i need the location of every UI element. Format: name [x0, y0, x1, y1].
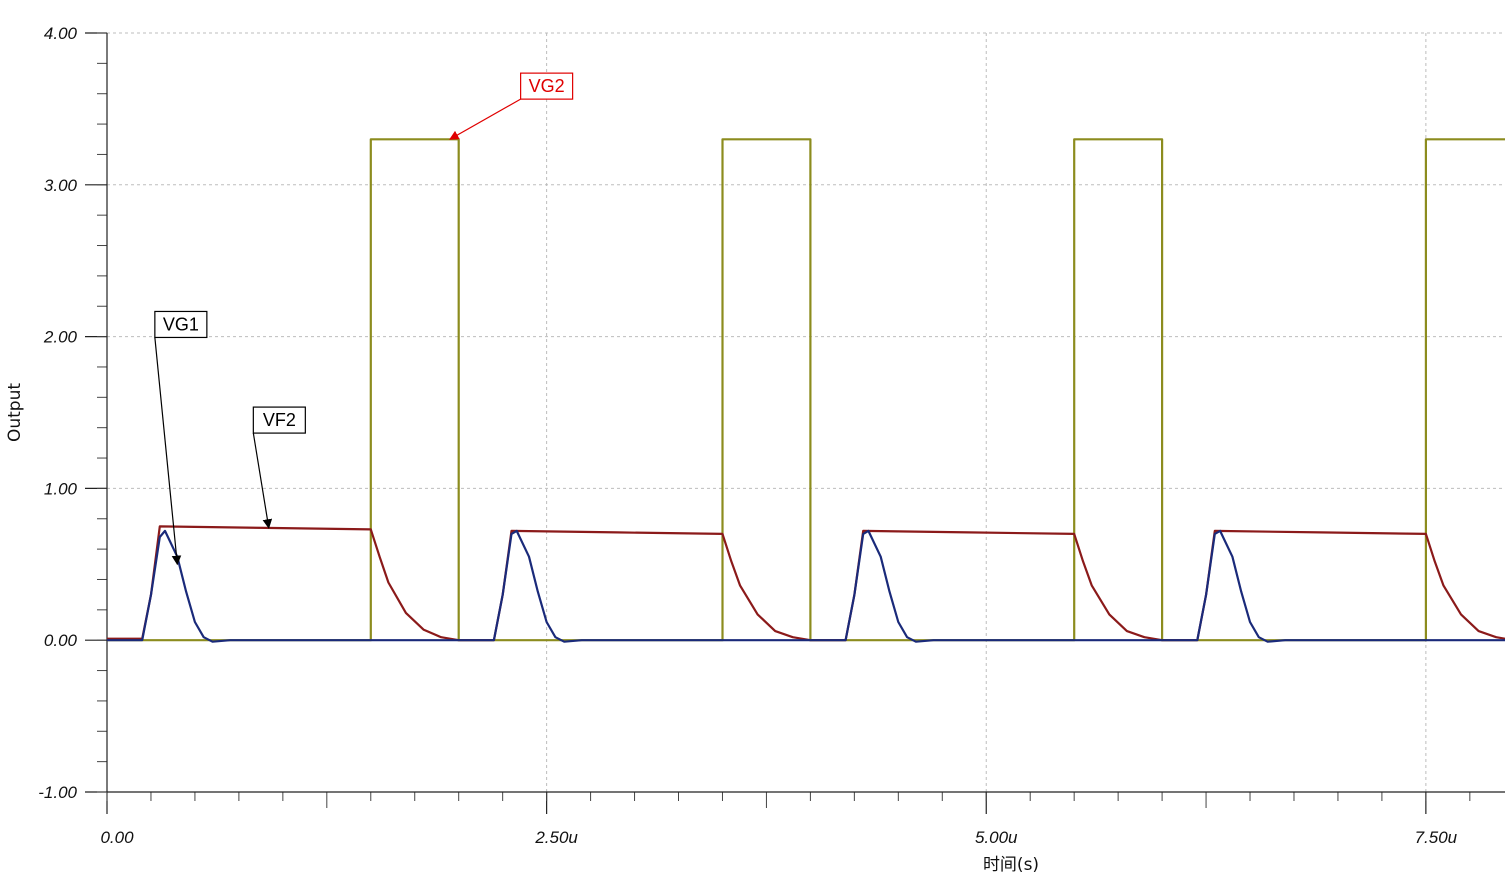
callout-label: VG1 [163, 314, 199, 334]
callout-box [520, 72, 574, 100]
axes: 4.00 3.00 2.00 1.00 0.00 -1.00 0.00 2.50u 5.00u 7… [38, 24, 1505, 847]
callout-label: VG2 [529, 76, 565, 96]
callout-vg1: VG1 [154, 310, 208, 566]
series-lines [107, 138, 1505, 643]
callout-vf2: VF2 [252, 406, 306, 529]
y-tick-label: 2.00 [43, 328, 78, 347]
grid-lines [107, 32, 1505, 792]
y-tick-label: 0.00 [44, 631, 78, 650]
callout-arrow [252, 432, 273, 529]
callout-label: VF2 [263, 410, 296, 430]
x-tick-label: 7.50u [1415, 828, 1458, 847]
x-tick-label: 5.00u [975, 828, 1018, 847]
callout-box [154, 310, 208, 339]
x-tick-label: 0.00 [100, 828, 134, 847]
y-tick-label: 4.00 [44, 24, 78, 43]
y-axis-title: Output [5, 383, 25, 442]
y-tick-label: -1.00 [38, 783, 77, 802]
callout-vg2: VG2 [449, 72, 574, 140]
series-line-vg1 [107, 529, 1505, 643]
callout-box [252, 406, 306, 434]
callout-arrow [449, 98, 521, 140]
annotations: VG2 VG1 VF2 [154, 72, 574, 566]
series-line-vg2 [107, 138, 1505, 642]
callout-arrow [154, 337, 182, 566]
series-line-vf2 [107, 525, 1505, 642]
y-tick-label: 3.00 [44, 176, 78, 195]
y-tick-label: 1.00 [44, 479, 78, 498]
x-axis-title: 时间(s) [983, 855, 1039, 875]
x-tick-label: 2.50u [534, 828, 578, 847]
